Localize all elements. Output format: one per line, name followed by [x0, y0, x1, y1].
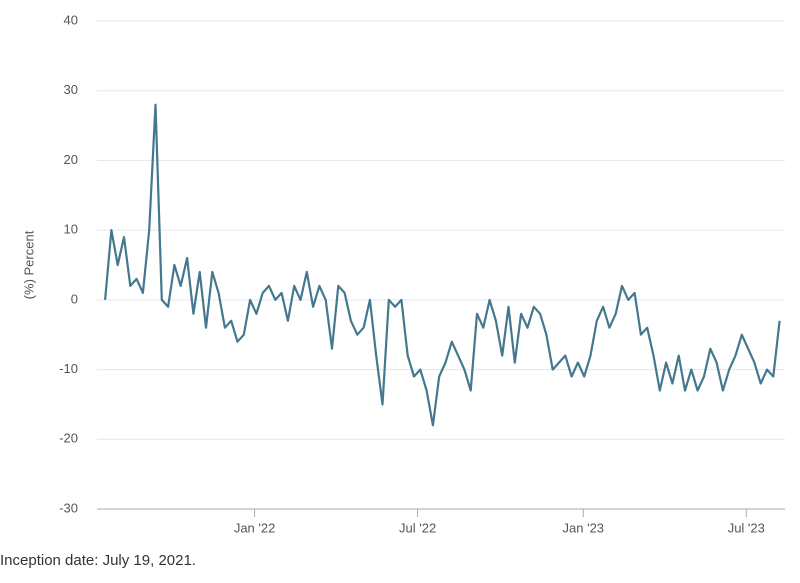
y-tick-label: 0	[71, 291, 78, 306]
y-tick-label: 10	[64, 222, 78, 237]
y-tick-label: -30	[59, 500, 78, 515]
inception-note: Inception date: July 19, 2021.	[0, 552, 196, 569]
line	[104, 103, 781, 427]
y-tick-label: -20	[59, 431, 78, 446]
y-tick-label: 20	[64, 152, 78, 167]
y-tick-label: 40	[64, 12, 78, 27]
y-axis-label: (%) Percent	[21, 230, 36, 299]
y-tick-label: 30	[64, 82, 78, 97]
x-tick-label: Jan '22	[234, 520, 276, 535]
x-tick-label: Jan '23	[563, 520, 605, 535]
y-tick-label: -10	[59, 361, 78, 376]
chart: (%) Percent -30 -20 -10 0 10 20 30 40 Jan '22 Jul…	[21, 12, 785, 535]
x-tick-label: Jul '23	[728, 520, 765, 535]
x-tick-label: Jul '22	[399, 520, 436, 535]
